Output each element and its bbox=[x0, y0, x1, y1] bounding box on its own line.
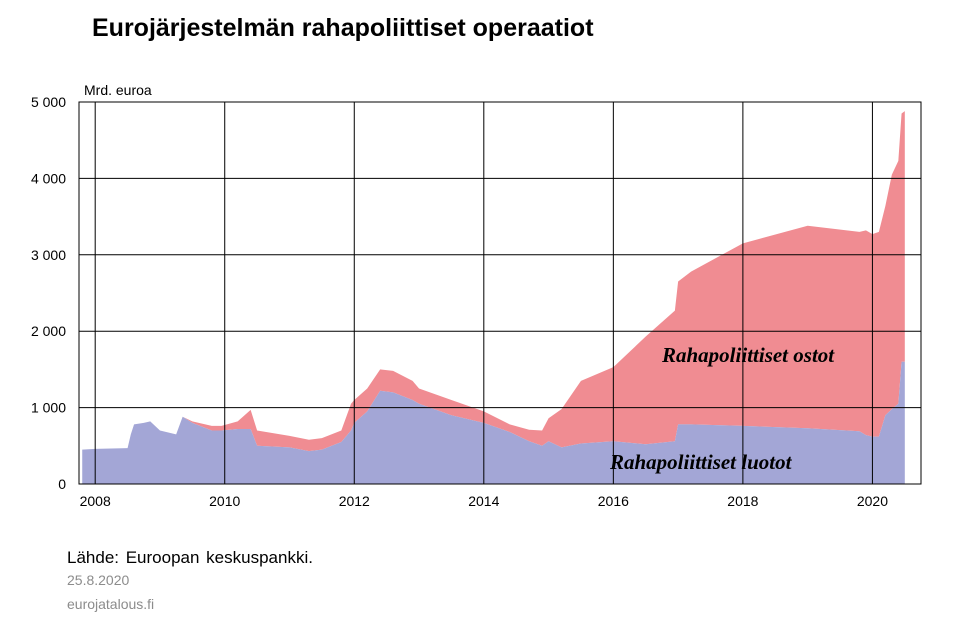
series-area-luotot bbox=[82, 361, 905, 484]
x-tick-label: 2018 bbox=[727, 493, 758, 509]
x-tick-label: 2016 bbox=[598, 493, 629, 509]
y-tick-label: 4 000 bbox=[31, 170, 66, 186]
x-tick-label: 2010 bbox=[209, 493, 240, 509]
y-tick-label: 0 bbox=[58, 476, 66, 492]
x-tick-label: 2008 bbox=[80, 493, 111, 509]
plot-frame bbox=[78, 101, 922, 485]
site-name: eurojatalous.fi bbox=[67, 596, 155, 612]
y-tick-label: 2 000 bbox=[31, 323, 66, 339]
publish-date: 25.8.2020 bbox=[67, 572, 130, 588]
series-area-ostot bbox=[82, 111, 905, 452]
x-tick-label: 2020 bbox=[857, 493, 888, 509]
series-label-luotot: Rahapoliittiset luotot bbox=[609, 450, 793, 474]
grid-layer bbox=[79, 102, 921, 484]
x-tick-label: 2014 bbox=[468, 493, 499, 509]
y-tick-label: 5 000 bbox=[31, 94, 66, 110]
y-tick-label: 3 000 bbox=[31, 247, 66, 263]
x-tick-label: 2012 bbox=[339, 493, 370, 509]
area-layer bbox=[82, 111, 905, 484]
y-tick-label: 1 000 bbox=[31, 400, 66, 416]
y-axis-unit-label: Mrd. euroa bbox=[84, 82, 152, 98]
source-note: Lähde: Euroopan keskuspankki. bbox=[67, 548, 313, 567]
tick-layer: 0 1 000 2 000 3 000 4 000 5 000 2008 2010 2012 20… bbox=[31, 94, 888, 509]
series-label-ostot: Rahapoliittiset ostot bbox=[661, 343, 835, 367]
chart-title: Eurojärjestelmän rahapoliittiset operaat… bbox=[92, 14, 594, 42]
